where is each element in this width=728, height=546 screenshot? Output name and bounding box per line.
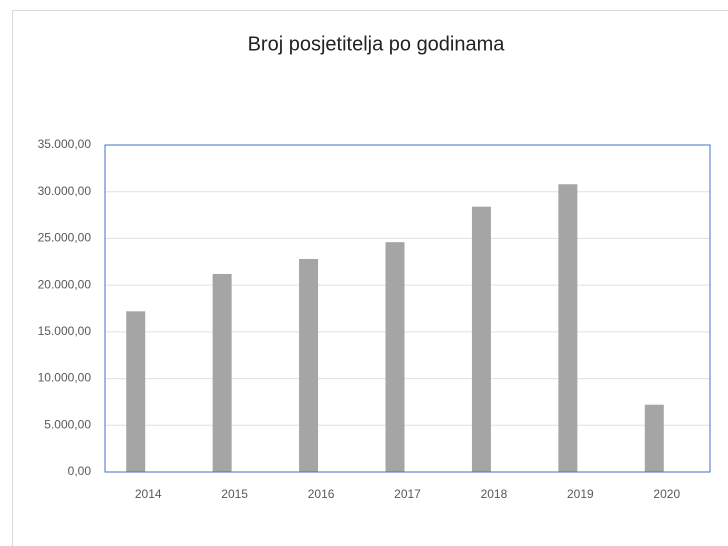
bar (644, 404, 664, 472)
x-tick-label: 2018 (481, 487, 508, 501)
y-tick-label: 20.000,00 (38, 277, 92, 291)
y-tick-label: 10.000,00 (38, 371, 92, 385)
y-tick-label: 30.000,00 (38, 184, 92, 198)
y-tick-label: 35.000,00 (38, 137, 92, 151)
y-tick-label: 25.000,00 (38, 231, 92, 245)
x-tick-label: 2019 (567, 487, 594, 501)
chart-frame (12, 10, 728, 546)
bar (212, 273, 232, 472)
y-tick-label: 15.000,00 (38, 324, 92, 338)
bar (558, 184, 578, 473)
chart-title: Broj posjetitelja po godinama (248, 33, 506, 55)
plot-border (104, 144, 711, 473)
y-tick-label: 5.000,00 (44, 417, 91, 431)
bar (385, 242, 405, 472)
bar (299, 258, 319, 472)
x-tick-label: 2015 (221, 487, 248, 501)
y-tick-label: 0,00 (68, 464, 92, 478)
bar (471, 206, 491, 473)
x-tick-label: 2014 (135, 487, 162, 501)
bar (126, 311, 146, 472)
x-tick-label: 2017 (394, 487, 421, 501)
x-tick-label: 2016 (308, 487, 335, 501)
x-tick-label: 2020 (653, 487, 680, 501)
